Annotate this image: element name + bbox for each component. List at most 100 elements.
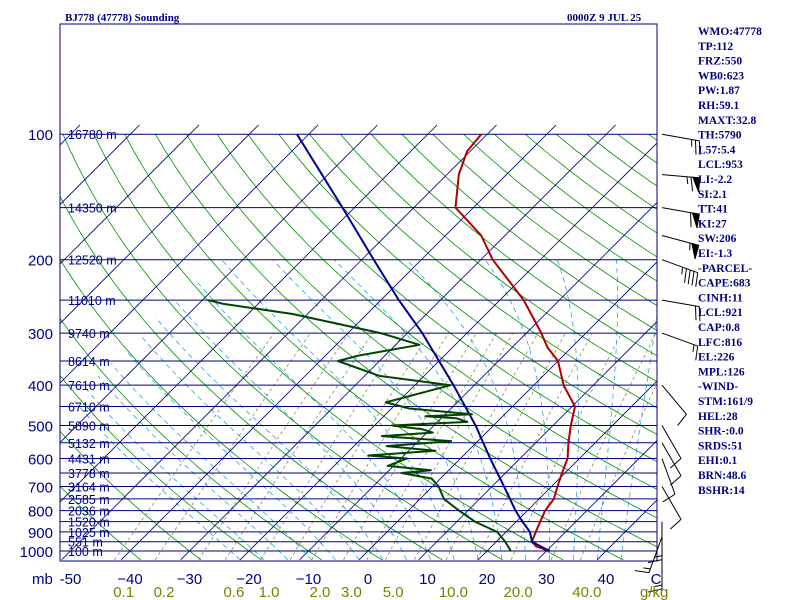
wind-barb [661, 235, 700, 260]
wind-barb-full [647, 559, 663, 564]
index-value: EHI:0.1 [698, 455, 738, 467]
wind-barb [661, 299, 701, 322]
temperature-tick-label: −30 [177, 571, 202, 588]
moist-adiabat [484, 259, 550, 560]
wind-barb-full [683, 268, 687, 283]
wind-barb-full [687, 269, 691, 285]
index-value: SI:2.1 [698, 189, 727, 201]
mixing-ratio-line [550, 332, 657, 560]
wind-barb-full [691, 271, 695, 286]
pressure-tick-label: 200 [28, 253, 53, 270]
mixing-ratio-line [445, 332, 566, 560]
wind-barb-staff [661, 133, 700, 142]
profile-lines [208, 133, 576, 552]
dry-adiabat [60, 258, 383, 561]
pressure-tick-label: 1000 [20, 544, 53, 561]
temperature-profile [454, 133, 576, 552]
wind-barb [661, 174, 701, 193]
wind-barb-full [695, 346, 699, 361]
dry-adiabat [494, 133, 657, 258]
wind-barb-flag [692, 176, 701, 193]
pressure-tick-label: 300 [28, 326, 53, 343]
mixing-ratio-label: 40.0 [572, 584, 601, 600]
pressure-tick-labels: 100 200 300 400 500 600 700 800 900 1000 [20, 127, 53, 561]
temperature-tick-label: 0 [364, 571, 372, 588]
index-value: SW:206 [698, 233, 737, 245]
dry-adiabat [93, 134, 564, 561]
index-value: PW:1.87 [698, 85, 740, 97]
index-value: KI:27 [698, 218, 727, 230]
index-value: HEL:28 [698, 411, 738, 423]
moist-adiabats [73, 259, 657, 561]
wind-barb [634, 536, 663, 574]
wind-barb-half [686, 176, 689, 184]
index-value: LI:-2.2 [698, 174, 732, 186]
wind-barb-full [634, 570, 650, 574]
wind-barb-staff [661, 299, 700, 308]
chart-title: BJ778 (47778) Sounding [65, 12, 180, 24]
height-label: 12520 m [68, 254, 117, 268]
chart-time: 0000Z 9 JUL 25 [567, 12, 642, 24]
dry-adiabat [340, 133, 657, 383]
wind-barb-staff [661, 384, 687, 415]
temperature-tick-label: 40 [598, 571, 615, 588]
dry-adiabat [401, 133, 657, 331]
height-label: 11010 m [68, 294, 116, 308]
mixing-ratio-label: 0.2 [154, 584, 175, 600]
dry-adiabat [155, 133, 657, 548]
height-label: 551 m [68, 536, 103, 550]
pressure-tick-label: 700 [28, 479, 53, 496]
wind-barb [661, 486, 682, 530]
wind-barb-full [695, 272, 699, 287]
wind-barb-half [654, 584, 663, 587]
index-value: BRN:48.6 [698, 470, 746, 482]
dry-adiabat [60, 317, 322, 561]
isotherm-line [60, 124, 140, 206]
isotherm-line [0, 125, 21, 560]
moist-adiabat [596, 259, 619, 560]
temperature-tick-label: 20 [479, 571, 496, 588]
temperature-tick-label: -50 [60, 571, 82, 588]
moist-adiabat [221, 259, 455, 560]
wind-barb-half [654, 555, 663, 558]
wind-barb-full [670, 458, 682, 469]
mixing-ratio-line [579, 382, 657, 560]
pressure-tick-label: 800 [28, 504, 53, 521]
wind-barb [661, 207, 700, 229]
temperature-tick-label: −20 [236, 571, 261, 588]
wind-barb-staff [648, 536, 663, 573]
index-value: TT:41 [698, 204, 728, 216]
dry-adiabat [60, 485, 141, 561]
mixing-ratio-label: 3.0 [341, 584, 362, 600]
dry-adiabat [60, 430, 202, 561]
temperature-tick-label: −40 [117, 571, 142, 588]
mixing-ratio-line [476, 332, 593, 560]
wind-barb-half [692, 344, 695, 352]
height-label: 9740 m [68, 327, 110, 341]
pressure-tick-label: 900 [28, 525, 53, 542]
height-labels: 16780 m 14350 m 12520 m 11010 m 9740 m 8614 m… [68, 128, 117, 559]
index-value: -PARCEL- [698, 263, 752, 275]
dry-adiabat [432, 133, 657, 307]
wind-barbs [634, 133, 701, 593]
height-label: 6710 m [68, 400, 110, 414]
mixing-ratio-label: 10.0 [439, 584, 468, 600]
height-label: 100 m [68, 545, 103, 559]
height-label: 16780 m [68, 128, 117, 142]
dry-adiabat [525, 133, 657, 234]
wind-barb-staff [661, 458, 676, 495]
dry-adiabat [185, 133, 657, 519]
indices-panel: WMO:47778 TP:112 FRZ:550 WB0:623 PW:1.87 RH:5… [698, 26, 762, 497]
wind-barb-full [670, 518, 682, 530]
wind-barb-flag [691, 212, 700, 229]
isotherm-line [60, 124, 438, 503]
wind-barb-full [677, 413, 687, 426]
isotherm-line [60, 124, 319, 384]
mixing-ratio-label: 0.6 [223, 584, 244, 600]
isobars [60, 133, 657, 552]
wind-barb [661, 442, 682, 486]
mixing-ratio-line [154, 332, 311, 561]
index-value: SHR-:0.0 [698, 426, 744, 438]
dry-adiabat [62, 134, 503, 561]
